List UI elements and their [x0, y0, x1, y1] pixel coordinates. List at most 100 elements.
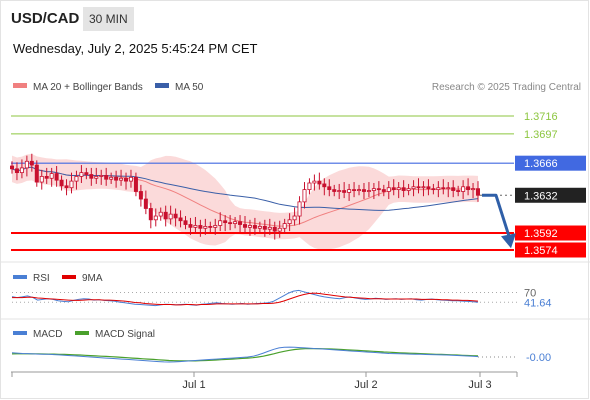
candle-body-12	[69, 180, 74, 189]
candle-body-80	[406, 188, 411, 191]
candle-body-37	[193, 225, 198, 228]
candle-body-85	[431, 188, 436, 191]
rsi-ma-legend-swatch	[62, 275, 76, 279]
candle-body-21	[114, 176, 119, 181]
candle-body-92	[466, 186, 471, 191]
x-tick-label-2: Jul 3	[468, 379, 491, 391]
candle-body-75	[381, 189, 386, 192]
candle-body-83	[421, 186, 426, 189]
candle-body-43	[223, 220, 228, 224]
ma20-legend-swatch	[13, 83, 27, 88]
candle-body-82	[416, 186, 421, 189]
candle-body-88	[446, 187, 451, 190]
candle-body-6	[39, 175, 44, 183]
candle-body-44	[228, 222, 233, 225]
candle-body-35	[183, 220, 188, 225]
candle-body-68	[347, 189, 352, 193]
x-tick-label-0: Jul 1	[182, 379, 205, 391]
candle-body-22	[119, 177, 124, 181]
candle-body-31	[163, 211, 168, 220]
candle-body-2	[19, 167, 24, 174]
candle-body-91	[461, 186, 466, 192]
level-label-4: 1.3592	[524, 228, 558, 240]
candle-body-61	[312, 180, 317, 184]
macd-signal-legend-label: MACD Signal	[95, 329, 155, 340]
candle-body-78	[396, 187, 401, 191]
price-panel: 1.3716 1.3697 1.3666 1.3632 1.3592 1.3574	[9, 111, 586, 258]
macd-panel: -0.00	[11, 346, 551, 364]
candle-body-41	[213, 225, 218, 228]
candle-body-17	[94, 175, 99, 179]
candle-body-53	[272, 226, 277, 232]
candle-body-7	[44, 175, 49, 179]
projection-arrow-line	[482, 193, 511, 237]
candle-body-60	[307, 182, 312, 191]
candle-body-26	[138, 191, 143, 200]
candle-body-24	[128, 176, 133, 182]
candle-body-67	[342, 190, 347, 193]
symbol-title: USD/CAD	[11, 10, 80, 27]
macd-signal-line	[11, 348, 479, 362]
level-label-0: 1.3716	[524, 111, 558, 123]
level-label-box-5	[515, 242, 586, 258]
candle-body-84	[426, 186, 431, 190]
candle-body-49	[252, 225, 257, 229]
candle-body-86	[436, 187, 441, 191]
candle-body-62	[317, 180, 322, 185]
candle-body-87	[441, 187, 446, 190]
rsi-legend-label: RSI	[33, 273, 50, 284]
candle-body-38	[198, 225, 203, 229]
candle-body-76	[386, 187, 391, 192]
candle-body-40	[208, 226, 213, 228]
candle-body-54	[277, 227, 282, 232]
candle-body-66	[337, 190, 342, 192]
macd-level-label-0: -0.00	[526, 352, 551, 364]
macd-line	[11, 346, 479, 363]
candle-body-30	[158, 211, 163, 217]
level-label-5: 1.3574	[524, 245, 558, 257]
candle-body-90	[456, 190, 461, 192]
macd-legend-label: MACD	[33, 329, 62, 340]
candle-body-57	[292, 215, 297, 221]
candle-body-58	[297, 201, 302, 217]
candle-body-0	[9, 165, 14, 170]
candle-body-36	[188, 224, 193, 228]
candle-body-94	[475, 188, 480, 196]
candle-body-8	[49, 173, 54, 179]
candle-body-64	[327, 186, 332, 191]
candle-body-46	[238, 221, 243, 225]
level-label-box-3	[515, 187, 586, 203]
candle-body-10	[59, 179, 64, 187]
candle-body-45	[233, 221, 238, 224]
candle-body-65	[332, 189, 337, 192]
candle-body-20	[109, 176, 114, 180]
candle-body-73	[371, 188, 376, 191]
x-axis: Jul 1 Jul 2 Jul 3	[11, 372, 518, 391]
candle-body-4	[29, 160, 34, 166]
candle-body-9	[54, 173, 59, 181]
candle-body-52	[267, 226, 272, 230]
timeframe-badge[interactable]: 30 MIN	[83, 7, 134, 31]
level-label-3: 1.3632	[524, 190, 558, 202]
candle-body-74	[376, 188, 381, 191]
candle-body-25	[133, 176, 138, 192]
candle-body-55	[282, 223, 287, 229]
candle-body-16	[89, 174, 94, 179]
level-label-1: 1.3697	[524, 129, 558, 141]
candle-body-14	[79, 172, 84, 177]
candle-body-15	[84, 172, 89, 175]
x-tick-label-1: Jul 2	[354, 379, 377, 391]
ma50-legend-swatch	[155, 83, 169, 88]
candle-body-39	[203, 226, 208, 229]
rsi-ma-line	[12, 292, 479, 306]
candle-body-1	[14, 168, 19, 174]
candle-body-23	[124, 177, 129, 182]
candle-body-93	[471, 188, 476, 191]
candle-body-72	[366, 190, 371, 192]
candle-body-34	[178, 217, 183, 222]
candle-body-28	[148, 208, 153, 221]
candle-body-11	[64, 185, 69, 189]
candle-body-81	[411, 186, 416, 190]
